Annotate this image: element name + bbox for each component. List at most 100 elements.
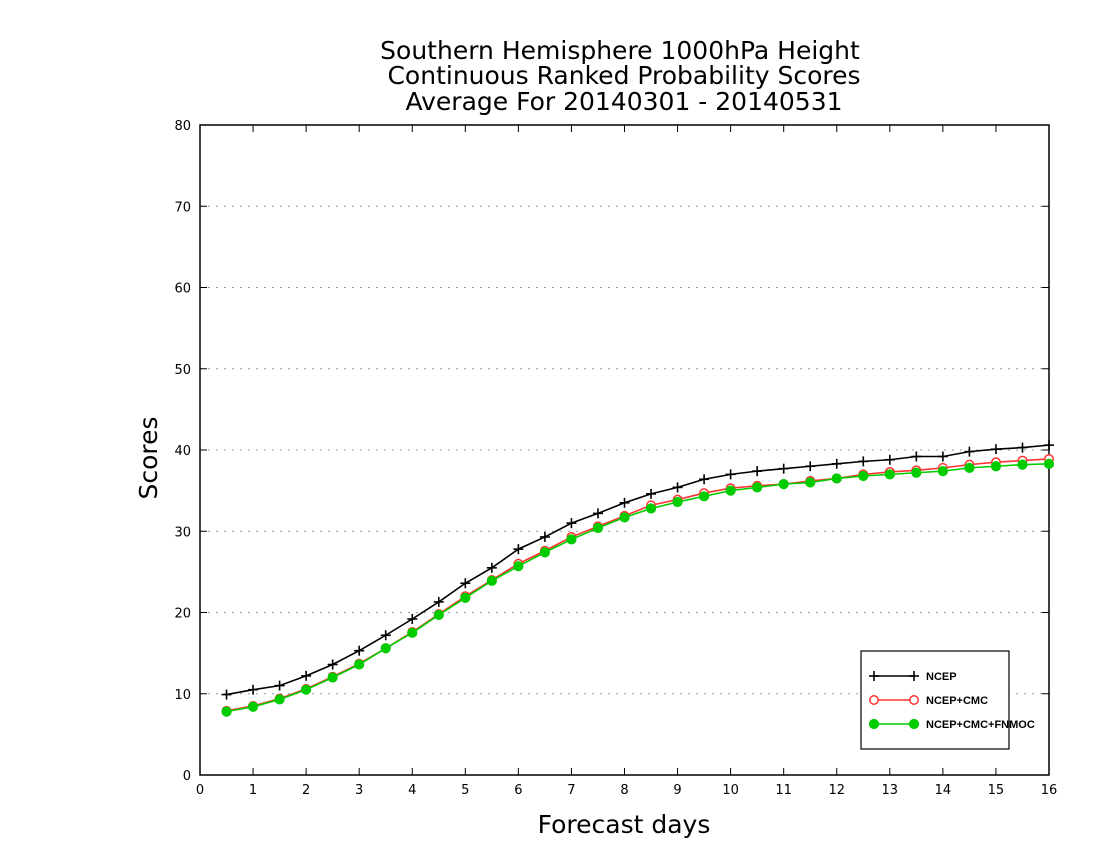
y-tick-label: 80 <box>174 119 191 134</box>
data-point-20 <box>752 482 763 493</box>
y-tick-label: 0 <box>183 769 191 784</box>
data-point-24 <box>858 456 869 467</box>
data-point-23 <box>831 473 842 484</box>
x-tick-label: 14 <box>935 783 952 798</box>
y-axis-label: Scores <box>134 416 163 499</box>
x-tick-label: 0 <box>196 783 204 798</box>
data-point-21 <box>778 463 789 474</box>
data-point-9 <box>460 578 471 589</box>
data-point-28 <box>964 462 975 473</box>
data-point-7 <box>407 614 418 624</box>
x-tick-label: 3 <box>355 783 363 798</box>
series-ncep <box>221 440 1054 700</box>
legend-item-ncep: NCEP <box>869 671 957 683</box>
data-point-29 <box>990 461 1002 472</box>
x-axis-label: Forecast days <box>538 810 711 839</box>
data-point-22 <box>805 461 816 472</box>
data-point-19 <box>725 485 736 496</box>
data-point-26 <box>911 451 922 462</box>
series-layer <box>221 440 1055 717</box>
x-tick-label: 7 <box>567 783 575 798</box>
data-point-20 <box>752 466 763 477</box>
data-point-2 <box>274 680 285 691</box>
data-point-17 <box>672 496 683 508</box>
data-point-8 <box>433 609 444 621</box>
data-point-16 <box>645 503 657 514</box>
legend-item-ncep-cmc-fnmoc: NCEP+CMC+FNMOC <box>868 718 1035 731</box>
y-tick-label: 50 <box>174 363 191 378</box>
x-tick-label: 9 <box>673 783 681 798</box>
data-point-4 <box>327 659 338 670</box>
data-point-legend-a <box>869 671 879 681</box>
data-point-5 <box>354 659 365 670</box>
data-point-27 <box>937 466 948 477</box>
y-axis-ticks: 0 10 20 30 40 50 60 70 80 <box>174 119 1049 784</box>
data-point-18 <box>699 474 710 485</box>
data-point-13 <box>566 518 577 529</box>
data-point-1 <box>247 701 259 712</box>
x-tick-label: 4 <box>408 783 416 798</box>
data-point-25 <box>884 454 895 465</box>
data-point-18 <box>698 491 710 502</box>
data-point-16 <box>646 488 657 499</box>
data-point-11 <box>513 544 524 555</box>
x-tick-label: 8 <box>620 783 628 798</box>
title-line-3: Average For 20140301 - 20140531 <box>405 87 842 116</box>
data-point-25 <box>884 469 895 480</box>
legend-label: NCEP <box>926 671 957 683</box>
data-point-30 <box>1017 442 1028 453</box>
data-point-19 <box>725 469 736 480</box>
data-point-23 <box>831 458 842 469</box>
y-tick-label: 40 <box>174 444 191 459</box>
data-point-11 <box>513 561 524 572</box>
data-point-legend-a <box>869 695 879 705</box>
x-tick-label: 2 <box>302 783 310 798</box>
data-point-4 <box>327 672 338 683</box>
x-tick-label: 6 <box>514 783 522 798</box>
x-tick-label: 10 <box>722 783 739 798</box>
x-tick-label: 11 <box>775 783 792 798</box>
x-tick-label: 16 <box>1041 783 1058 798</box>
data-point-10 <box>486 562 497 573</box>
data-point-0 <box>221 706 232 717</box>
chart-title: Southern Hemisphere 1000hPa Height Conti… <box>380 36 860 116</box>
gridlines <box>200 205 1049 695</box>
data-point-8 <box>433 596 444 607</box>
data-point-6 <box>380 643 391 654</box>
x-tick-label: 13 <box>882 783 899 798</box>
data-point-17 <box>672 482 683 493</box>
legend-item-ncep-cmc: NCEP+CMC <box>869 695 988 707</box>
data-point-12 <box>539 531 550 542</box>
data-point-12 <box>539 547 551 558</box>
data-point-2 <box>274 694 285 705</box>
y-tick-label: 10 <box>174 688 191 703</box>
y-tick-label: 20 <box>174 607 191 622</box>
data-point-legend-b <box>909 671 919 681</box>
data-point-1 <box>248 684 259 695</box>
data-point-6 <box>380 630 391 641</box>
x-tick-label: 12 <box>828 783 845 798</box>
data-point-22 <box>805 477 816 488</box>
y-tick-label: 30 <box>174 525 191 540</box>
title-line-1: Southern Hemisphere 1000hPa Height <box>380 36 860 65</box>
y-tick-label: 70 <box>174 200 191 215</box>
data-point-10 <box>486 575 497 586</box>
y-tick-label: 60 <box>174 282 191 297</box>
data-point-21 <box>778 479 789 490</box>
data-point-7 <box>407 627 418 638</box>
data-point-13 <box>566 534 577 545</box>
x-tick-label: 15 <box>988 783 1005 798</box>
data-point-15 <box>619 512 630 523</box>
data-point-14 <box>592 508 603 519</box>
data-point-26 <box>911 467 922 478</box>
data-point-31 <box>1043 458 1055 469</box>
x-tick-label: 5 <box>461 783 469 798</box>
data-point-5 <box>354 645 365 656</box>
data-point-27 <box>937 451 948 462</box>
data-point-29 <box>990 444 1001 455</box>
legend-label: NCEP+CMC <box>926 695 988 707</box>
data-point-legend-b <box>908 718 920 730</box>
x-tick-label: 1 <box>249 783 257 798</box>
data-point-legend-b <box>909 695 919 705</box>
